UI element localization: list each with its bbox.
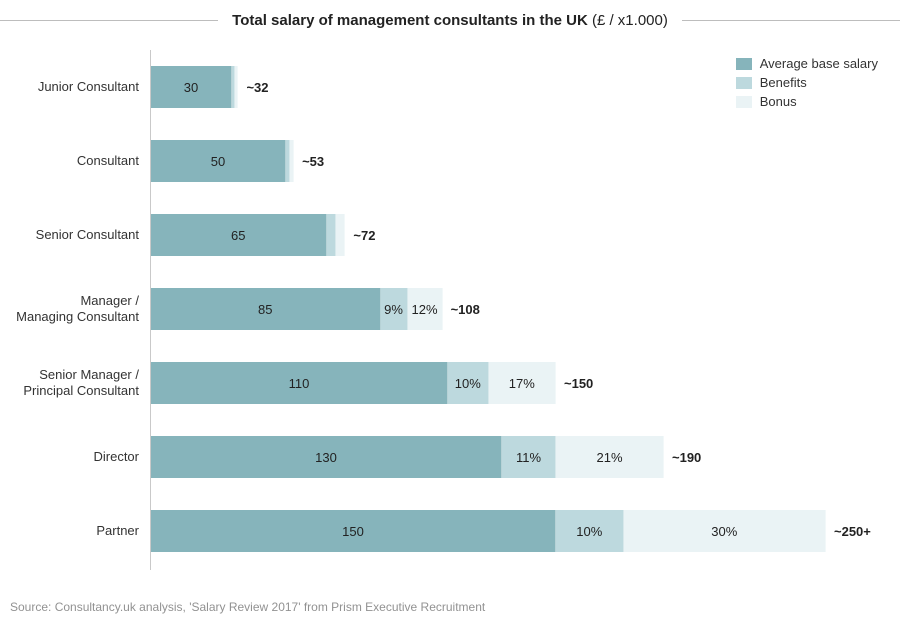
segment-label: 21%	[596, 450, 622, 465]
row-total: ~53	[294, 154, 324, 169]
stacked-bar: 65	[151, 214, 345, 256]
segment-base: 130	[151, 436, 502, 478]
segment-benefits: 9%	[381, 288, 408, 330]
segment-label: 30%	[711, 524, 737, 539]
segment-base: 65	[151, 214, 327, 256]
stacked-bar: 150 10% 30%	[151, 510, 826, 552]
segment-label: 10%	[576, 524, 602, 539]
stacked-bar: 50	[151, 140, 294, 182]
segment-base: 30	[151, 66, 232, 108]
chart-row: Manager /Managing Consultant859%12%~108	[151, 272, 871, 346]
chart-row: Senior Manager /Principal Consultant1101…	[151, 346, 871, 420]
row-label: Senior Manager /Principal Consultant	[0, 367, 151, 400]
segment-label: 110	[289, 376, 310, 391]
row-total: ~72	[345, 228, 375, 243]
segment-bonus	[336, 214, 345, 256]
title-paren: (£ / x1.000)	[592, 12, 668, 29]
segment-bonus: 17%	[489, 362, 557, 404]
segment-label: 12%	[412, 302, 438, 317]
row-label: Junior Consultant	[0, 79, 151, 95]
segment-label: 11%	[516, 450, 541, 465]
segment-label: 150	[342, 524, 364, 539]
segment-base: 110	[151, 362, 448, 404]
chart-title: Total salary of management consultants i…	[0, 12, 900, 29]
segment-label: 17%	[509, 376, 535, 391]
title-bold: Total salary of management consultants i…	[232, 12, 588, 29]
row-label: Director	[0, 449, 151, 465]
segment-base: 50	[151, 140, 286, 182]
segment-base: 150	[151, 510, 556, 552]
stacked-bar: 30	[151, 66, 238, 108]
chart-row: Consultant50~53	[151, 124, 871, 198]
title-text: Total salary of management consultants i…	[232, 12, 668, 29]
row-label: Consultant	[0, 153, 151, 169]
title-rule-left	[0, 20, 218, 21]
segment-label: 65	[231, 228, 245, 243]
row-label: Partner	[0, 523, 151, 539]
segment-benefits	[327, 214, 336, 256]
row-total: ~32	[238, 80, 268, 95]
segment-label: 50	[211, 154, 225, 169]
chart-row: Director13011%21%~190	[151, 420, 871, 494]
stacked-bar: 85 9% 12%	[151, 288, 443, 330]
title-rule-right	[682, 20, 900, 21]
row-total: ~250+	[826, 524, 871, 539]
segment-benefits: 11%	[502, 436, 556, 478]
row-total: ~150	[556, 376, 593, 391]
row-label: Manager /Managing Consultant	[0, 293, 151, 326]
segment-label: 9%	[384, 302, 403, 317]
segment-label: 85	[258, 302, 272, 317]
bar-chart: Junior Consultant30~32Consultant50~53Sen…	[150, 50, 871, 570]
segment-benefits: 10%	[448, 362, 489, 404]
segment-benefits: 10%	[556, 510, 624, 552]
segment-label: 10%	[455, 376, 481, 391]
segment-label: 30	[184, 80, 198, 95]
segment-bonus: 12%	[408, 288, 443, 330]
chart-row: Senior Consultant65~72	[151, 198, 871, 272]
row-total: ~190	[664, 450, 701, 465]
stacked-bar: 130 11% 21%	[151, 436, 664, 478]
row-total: ~108	[443, 302, 480, 317]
segment-base: 85	[151, 288, 381, 330]
chart-row: Partner15010%30%~250+	[151, 494, 871, 568]
segment-bonus: 21%	[556, 436, 664, 478]
segment-label: 130	[315, 450, 337, 465]
segment-bonus: 30%	[624, 510, 827, 552]
chart-row: Junior Consultant30~32	[151, 50, 871, 124]
row-label: Senior Consultant	[0, 227, 151, 243]
source-text: Source: Consultancy.uk analysis, 'Salary…	[10, 600, 485, 614]
stacked-bar: 110 10% 17%	[151, 362, 556, 404]
